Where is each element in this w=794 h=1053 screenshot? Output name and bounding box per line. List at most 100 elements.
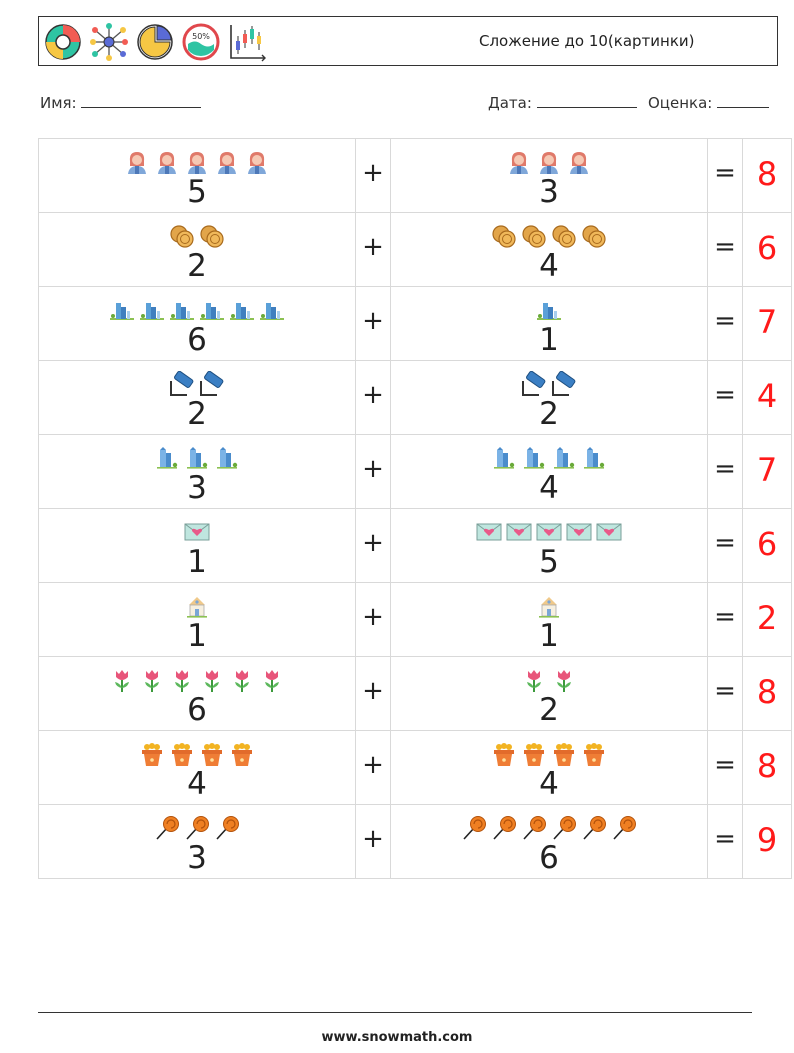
first-addend: 3	[187, 839, 207, 876]
worksheet-header: 50% Сложение до 10(картинки)	[38, 16, 778, 66]
answer-cell[interactable]: 9	[742, 804, 792, 879]
answer-cell[interactable]: 4	[742, 360, 792, 435]
first-addend: 5	[187, 173, 207, 210]
answer: 6	[756, 524, 778, 563]
flower-pot-icon	[551, 741, 577, 767]
picture-group	[39, 291, 355, 323]
equals-sign: =	[714, 527, 736, 558]
lollipop-icon	[581, 815, 607, 841]
city-buildings-icon	[169, 297, 195, 323]
addition-table: 5 +3 = 8 2 +4 = 6 6 +1 = 7 2 +2 = 4 3 +4 = 7 1 +5 = 6 1 +1 = 2 6 +2 = 8…	[38, 138, 792, 879]
first-addend: 6	[187, 691, 207, 728]
answer-cell[interactable]: 8	[742, 656, 792, 731]
equals-sign: =	[714, 157, 736, 188]
skyscraper-icon	[214, 445, 240, 471]
svg-text:50%: 50%	[192, 32, 210, 41]
answer-cell[interactable]: 6	[742, 212, 792, 287]
plus-sign-cell: +	[355, 804, 391, 879]
candlestick-chart-icon	[230, 25, 266, 62]
second-addend-cell: 6	[390, 804, 708, 879]
picture-group	[391, 809, 707, 841]
second-addend: 4	[539, 247, 559, 284]
second-addend-cell: 5	[390, 508, 708, 583]
problem-row: 6 +2 = 8	[38, 656, 792, 731]
second-addend: 4	[539, 765, 559, 802]
name-field[interactable]: Имя:	[40, 93, 202, 112]
love-letter-icon	[596, 519, 622, 545]
coins-icon	[581, 223, 607, 249]
second-addend: 2	[539, 691, 559, 728]
first-addend-cell: 6	[38, 286, 356, 361]
picture-group	[39, 735, 355, 767]
equals-sign-cell: =	[707, 286, 743, 361]
picture-group	[391, 143, 707, 175]
equals-sign-cell: =	[707, 138, 743, 213]
plus-sign-cell: +	[355, 138, 391, 213]
coins-icon	[551, 223, 577, 249]
answer-cell[interactable]: 8	[742, 730, 792, 805]
date-blank-line[interactable]	[536, 93, 637, 108]
love-letter-icon	[506, 519, 532, 545]
first-addend-cell: 3	[38, 804, 356, 879]
second-addend-cell: 4	[390, 730, 708, 805]
equals-sign: =	[714, 749, 736, 780]
equals-sign-cell: =	[707, 434, 743, 509]
love-letter-icon	[566, 519, 592, 545]
house-icon	[536, 593, 562, 619]
flower-pot-icon	[169, 741, 195, 767]
first-addend-cell: 2	[38, 360, 356, 435]
city-buildings-icon	[259, 297, 285, 323]
lollipop-icon	[491, 815, 517, 841]
first-addend-cell: 6	[38, 656, 356, 731]
grade-field[interactable]: Оценка:	[648, 93, 770, 112]
plus-sign-cell: +	[355, 434, 391, 509]
answer-cell[interactable]: 7	[742, 286, 792, 361]
plus-sign-cell: +	[355, 582, 391, 657]
grade-blank-line[interactable]	[717, 93, 770, 108]
answer-cell[interactable]: 8	[742, 138, 792, 213]
answer-cell[interactable]: 7	[742, 434, 792, 509]
city-buildings-icon	[139, 297, 165, 323]
answer: 8	[756, 154, 778, 193]
first-addend-cell: 1	[38, 582, 356, 657]
equals-sign-cell: =	[707, 360, 743, 435]
problem-row: 4 +4 = 8	[38, 730, 792, 805]
plus-sign: +	[362, 157, 384, 188]
problem-row: 3 +4 = 7	[38, 434, 792, 509]
love-letter-icon	[536, 519, 562, 545]
second-addend: 1	[539, 321, 559, 358]
equals-sign-cell: =	[707, 730, 743, 805]
coins-icon	[169, 223, 195, 249]
lollipop-icon	[184, 815, 210, 841]
skyscraper-icon	[184, 445, 210, 471]
equals-sign: =	[714, 823, 736, 854]
percentage-gauge-icon: 50%	[182, 23, 220, 61]
picture-group	[391, 291, 707, 323]
woman-avatar-icon	[506, 149, 532, 175]
lollipop-icon	[551, 815, 577, 841]
answer: 7	[756, 302, 778, 341]
equals-sign: =	[714, 231, 736, 262]
love-letter-icon	[184, 519, 210, 545]
plus-sign: +	[362, 231, 384, 262]
plus-sign-cell: +	[355, 212, 391, 287]
plus-sign-cell: +	[355, 508, 391, 583]
lollipop-icon	[214, 815, 240, 841]
picture-group	[391, 661, 707, 693]
equals-sign: =	[714, 305, 736, 336]
problem-row: 5 +3 = 8	[38, 138, 792, 213]
woman-avatar-icon	[154, 149, 180, 175]
skyscraper-icon	[551, 445, 577, 471]
equals-sign: =	[714, 675, 736, 706]
answer-cell[interactable]: 6	[742, 508, 792, 583]
name-blank-line[interactable]	[81, 93, 202, 108]
second-addend: 6	[539, 839, 559, 876]
first-addend-cell: 5	[38, 138, 356, 213]
date-field[interactable]: Дата:	[488, 93, 637, 112]
plus-sign: +	[362, 675, 384, 706]
name-label: Имя:	[40, 94, 77, 112]
second-addend-cell: 2	[390, 656, 708, 731]
footer-url: www.snowmath.com	[321, 1030, 473, 1045]
woman-avatar-icon	[536, 149, 562, 175]
answer-cell[interactable]: 2	[742, 582, 792, 657]
